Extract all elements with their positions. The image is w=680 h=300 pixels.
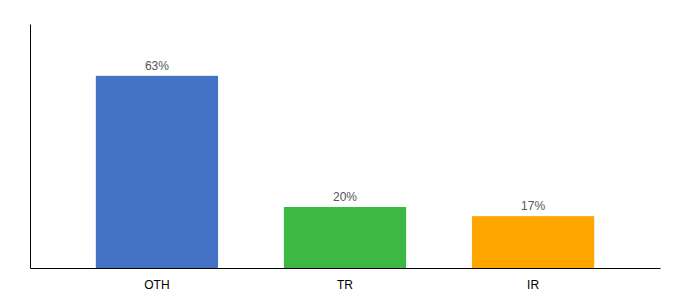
y-axis — [30, 25, 31, 269]
tick: TR — [337, 278, 353, 292]
bar — [472, 216, 594, 268]
data-labels: 63% 20% 17% — [145, 59, 545, 213]
chart: OTH TR IR 63% 20% 17% — [0, 0, 680, 300]
data-label: 20% — [333, 190, 357, 204]
tick: OTH — [144, 278, 169, 292]
data-label: 63% — [145, 59, 169, 73]
plot: OTH TR IR 63% 20% 17% — [31, 25, 661, 293]
bar — [284, 207, 406, 268]
tick-label: OTH — [144, 278, 169, 292]
x-axis: OTH TR IR — [31, 269, 661, 293]
bars — [96, 76, 594, 268]
tick-label: IR — [527, 278, 539, 292]
tick-label: TR — [337, 278, 353, 292]
data-label: 17% — [521, 199, 545, 213]
axis-line — [31, 268, 661, 269]
bar — [96, 76, 218, 268]
tick: IR — [527, 278, 539, 292]
axis-line — [30, 25, 31, 269]
